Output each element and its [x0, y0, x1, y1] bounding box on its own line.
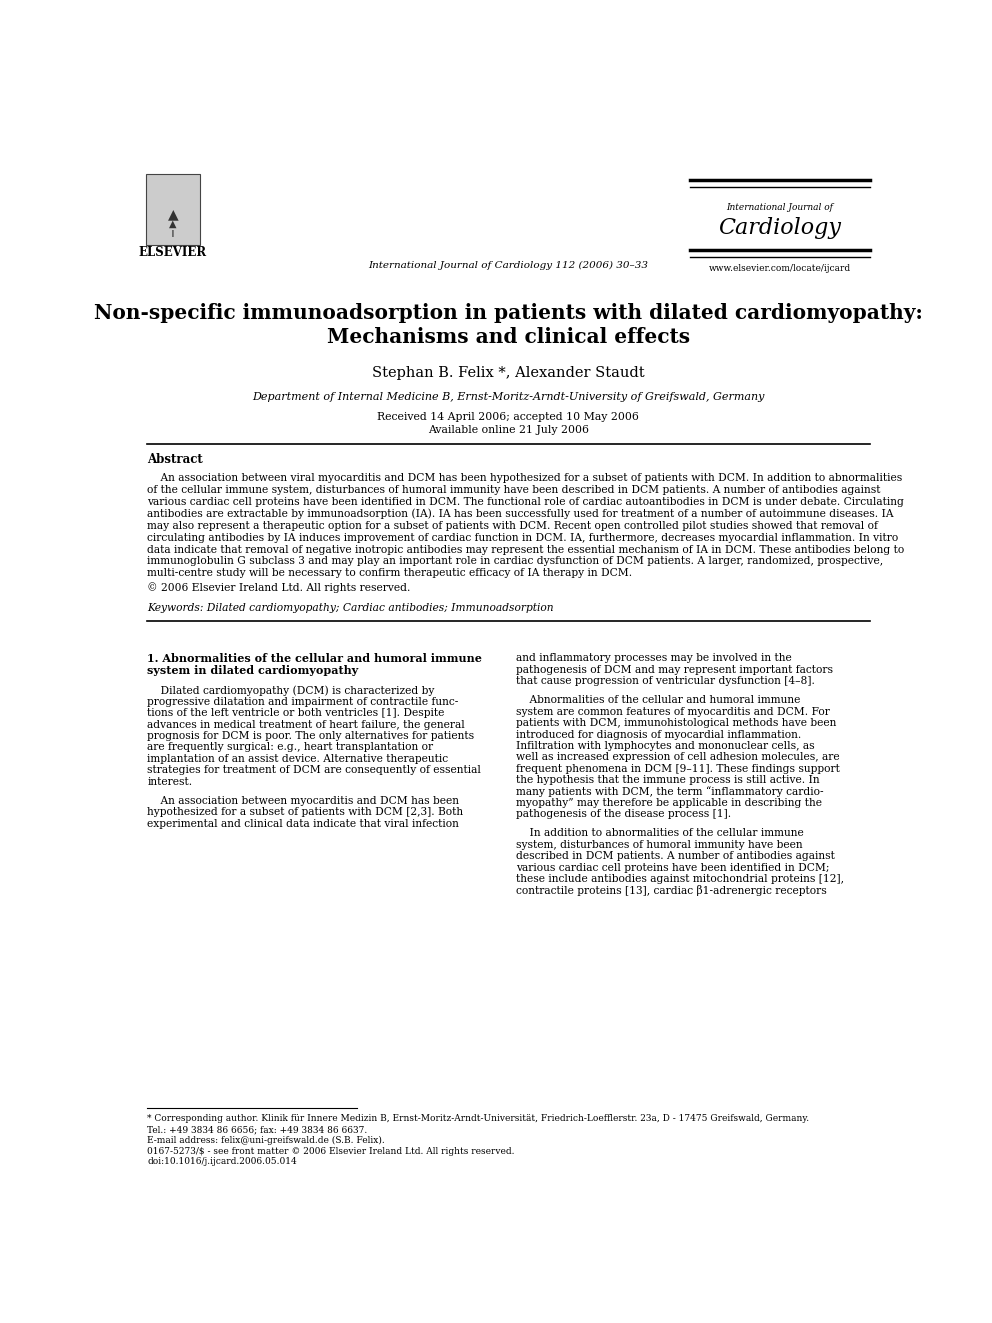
Text: contractile proteins [13], cardiac β1-adrenergic receptors: contractile proteins [13], cardiac β1-ad…	[516, 885, 827, 897]
Text: prognosis for DCM is poor. The only alternatives for patients: prognosis for DCM is poor. The only alte…	[147, 732, 474, 741]
Text: Abstract: Abstract	[147, 452, 203, 466]
Text: hypothesized for a subset of patients with DCM [2,3]. Both: hypothesized for a subset of patients wi…	[147, 807, 463, 818]
Text: ▲: ▲	[168, 208, 179, 221]
Text: system, disturbances of humoral immunity have been: system, disturbances of humoral immunity…	[516, 840, 803, 849]
Text: and inflammatory processes may be involved in the: and inflammatory processes may be involv…	[516, 654, 792, 664]
Text: doi:10.1016/j.ijcard.2006.05.014: doi:10.1016/j.ijcard.2006.05.014	[147, 1158, 297, 1167]
Text: ❙: ❙	[170, 230, 176, 237]
Text: Stephan B. Felix *, Alexander Staudt: Stephan B. Felix *, Alexander Staudt	[372, 366, 645, 380]
Text: various cardiac cell proteins have been identified in DCM. The functional role o: various cardiac cell proteins have been …	[147, 497, 904, 507]
Text: implantation of an assist device. Alternative therapeutic: implantation of an assist device. Altern…	[147, 754, 448, 763]
Text: International Journal of: International Journal of	[726, 202, 833, 212]
Text: multi-centre study will be necessary to confirm therapeutic efficacy of IA thera: multi-centre study will be necessary to …	[147, 569, 632, 578]
Text: © 2006 Elsevier Ireland Ltd. All rights reserved.: © 2006 Elsevier Ireland Ltd. All rights …	[147, 582, 411, 594]
Text: the hypothesis that the immune process is still active. In: the hypothesis that the immune process i…	[516, 775, 819, 785]
Text: progressive dilatation and impairment of contractile func-: progressive dilatation and impairment of…	[147, 697, 458, 706]
Text: antibodies are extractable by immunoadsorption (IA). IA has been successfully us: antibodies are extractable by immunoadso…	[147, 509, 894, 520]
Text: frequent phenomena in DCM [9–11]. These findings support: frequent phenomena in DCM [9–11]. These …	[516, 763, 840, 774]
Text: Department of Internal Medicine B, Ernst-Moritz-Arndt-University of Greifswald, : Department of Internal Medicine B, Ernst…	[252, 393, 765, 402]
Text: In addition to abnormalities of the cellular immune: In addition to abnormalities of the cell…	[516, 828, 804, 839]
Text: Received 14 April 2006; accepted 10 May 2006: Received 14 April 2006; accepted 10 May …	[378, 413, 639, 422]
Text: International Journal of Cardiology 112 (2006) 30–33: International Journal of Cardiology 112 …	[368, 261, 649, 270]
Text: interest.: interest.	[147, 777, 192, 787]
Bar	[146, 175, 200, 245]
Text: well as increased expression of cell adhesion molecules, are: well as increased expression of cell adh…	[516, 753, 840, 762]
Text: introduced for diagnosis of myocardial inflammation.: introduced for diagnosis of myocardial i…	[516, 729, 802, 740]
Text: Tel.: +49 3834 86 6656; fax: +49 3834 86 6637.: Tel.: +49 3834 86 6656; fax: +49 3834 86…	[147, 1125, 367, 1134]
Text: Infiltration with lymphocytes and mononuclear cells, as: Infiltration with lymphocytes and mononu…	[516, 741, 814, 751]
Text: experimental and clinical data indicate that viral infection: experimental and clinical data indicate …	[147, 819, 459, 828]
Text: Cardiology: Cardiology	[718, 217, 841, 239]
Text: many patients with DCM, the term “inflammatory cardio-: many patients with DCM, the term “inflam…	[516, 787, 823, 798]
Text: data indicate that removal of negative inotropic antibodies may represent the es: data indicate that removal of negative i…	[147, 545, 905, 554]
Text: patients with DCM, immunohistological methods have been: patients with DCM, immunohistological me…	[516, 718, 836, 728]
Text: advances in medical treatment of heart failure, the general: advances in medical treatment of heart f…	[147, 720, 465, 730]
Text: may also represent a therapeutic option for a subset of patients with DCM. Recen: may also represent a therapeutic option …	[147, 521, 878, 531]
Text: circulating antibodies by IA induces improvement of cardiac function in DCM. IA,: circulating antibodies by IA induces imp…	[147, 533, 899, 542]
Text: 1. Abnormalities of the cellular and humoral immune: 1. Abnormalities of the cellular and hum…	[147, 654, 482, 664]
Text: Abnormalities of the cellular and humoral immune: Abnormalities of the cellular and humora…	[516, 696, 801, 705]
Text: ELSEVIER: ELSEVIER	[139, 246, 207, 259]
Text: www.elsevier.com/locate/ijcard: www.elsevier.com/locate/ijcard	[708, 265, 851, 274]
Text: myopathy” may therefore be applicable in describing the: myopathy” may therefore be applicable in…	[516, 798, 822, 808]
Text: ▲: ▲	[169, 218, 177, 229]
Text: pathogenesis of the disease process [1].: pathogenesis of the disease process [1].	[516, 810, 731, 819]
Text: Keywords: Dilated cardiomyopathy; Cardiac antibodies; Immunoadsorption: Keywords: Dilated cardiomyopathy; Cardia…	[147, 603, 554, 613]
Text: tions of the left ventricle or both ventricles [1]. Despite: tions of the left ventricle or both vent…	[147, 708, 444, 718]
Text: An association between viral myocarditis and DCM has been hypothesized for a sub: An association between viral myocarditis…	[147, 472, 903, 483]
Text: Dilated cardiomyopathy (DCM) is characterized by: Dilated cardiomyopathy (DCM) is characte…	[147, 685, 434, 696]
Text: these include antibodies against mitochondrial proteins [12],: these include antibodies against mitocho…	[516, 875, 844, 884]
Text: * Corresponding author. Klinik für Innere Medizin B, Ernst-Moritz-Arndt-Universi: * Corresponding author. Klinik für Inner…	[147, 1114, 809, 1123]
Text: 0167-5273/$ - see front matter © 2006 Elsevier Ireland Ltd. All rights reserved.: 0167-5273/$ - see front matter © 2006 El…	[147, 1147, 515, 1156]
Text: are frequently surgical: e.g., heart transplantation or: are frequently surgical: e.g., heart tra…	[147, 742, 434, 753]
Text: Mechanisms and clinical effects: Mechanisms and clinical effects	[326, 327, 690, 348]
Text: An association between myocarditis and DCM has been: An association between myocarditis and D…	[147, 795, 459, 806]
Text: various cardiac cell proteins have been identified in DCM;: various cardiac cell proteins have been …	[516, 863, 829, 873]
Text: strategies for treatment of DCM are consequently of essential: strategies for treatment of DCM are cons…	[147, 765, 481, 775]
Text: of the cellular immune system, disturbances of humoral immunity have been descri: of the cellular immune system, disturban…	[147, 484, 881, 495]
Text: described in DCM patients. A number of antibodies against: described in DCM patients. A number of a…	[516, 851, 835, 861]
Text: pathogenesis of DCM and may represent important factors: pathogenesis of DCM and may represent im…	[516, 665, 833, 675]
Text: system in dilated cardiomyopathy: system in dilated cardiomyopathy	[147, 665, 358, 676]
Text: immunoglobulin G subclass 3 and may play an important role in cardiac dysfunctio: immunoglobulin G subclass 3 and may play…	[147, 557, 883, 566]
Text: Non-specific immunoadsorption in patients with dilated cardiomyopathy:: Non-specific immunoadsorption in patient…	[94, 303, 923, 323]
Text: that cause progression of ventricular dysfunction [4–8].: that cause progression of ventricular dy…	[516, 676, 815, 687]
Text: Available online 21 July 2006: Available online 21 July 2006	[428, 425, 589, 435]
Text: E-mail address: felix@uni-greifswald.de (S.B. Felix).: E-mail address: felix@uni-greifswald.de …	[147, 1136, 385, 1144]
Text: system are common features of myocarditis and DCM. For: system are common features of myocarditi…	[516, 706, 830, 717]
